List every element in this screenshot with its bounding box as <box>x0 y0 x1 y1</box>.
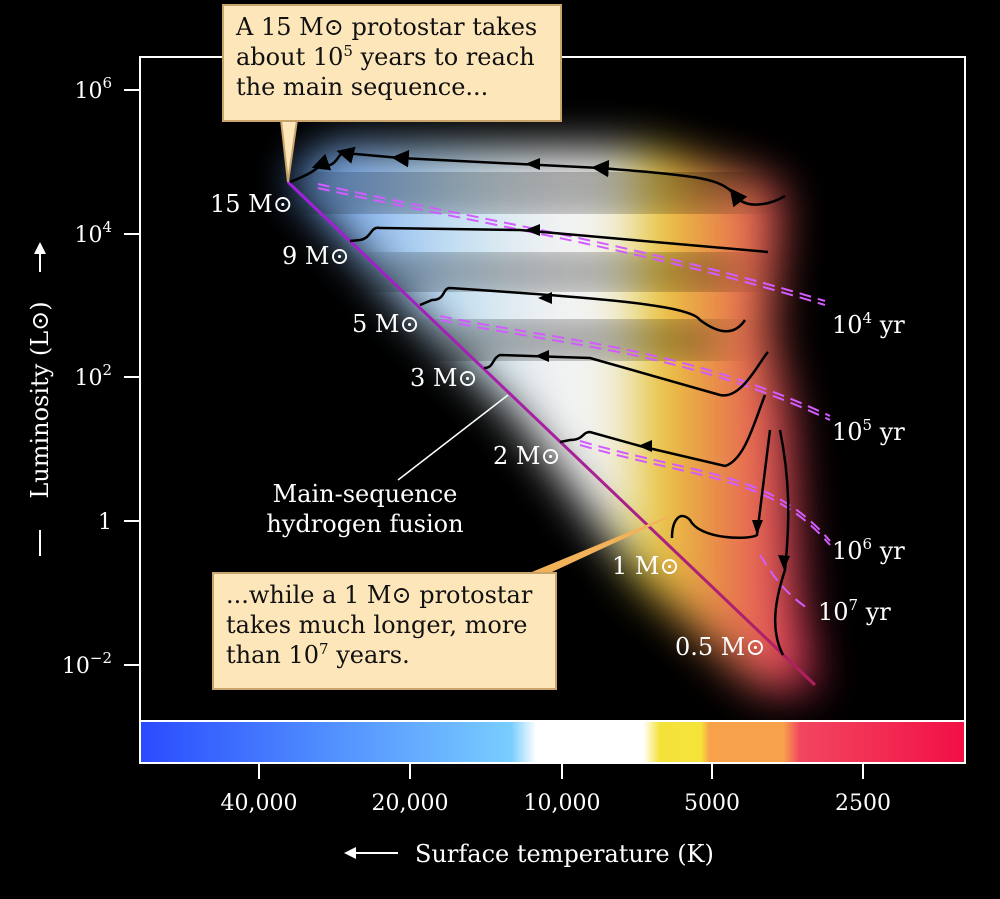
bottom-callout-line-1: ...while a 1 M⊙ protostar <box>226 581 533 609</box>
mass-label: 0.5 M⊙ <box>675 633 765 661</box>
isochrone-labels: 104 yr 105 yr 106 yr 107 yr <box>818 309 905 626</box>
y-tick-label: 104 <box>74 218 112 248</box>
x-axis <box>258 763 864 779</box>
y-axis-title-group: Luminosity (L⊙) <box>26 301 54 498</box>
isochrone-label: 104 yr <box>832 309 905 339</box>
isochrone-1e7 <box>759 554 811 611</box>
isochrone-1e6-b <box>579 440 831 542</box>
mass-label: 3 M⊙ <box>410 364 478 392</box>
mass-labels: 15 M⊙ 9 M⊙ 5 M⊙ 3 M⊙ 2 M⊙ 1 M⊙ 0.5 M⊙ <box>210 190 765 661</box>
y-tick-label: 10−2 <box>62 649 112 679</box>
mass-label: 2 M⊙ <box>493 442 561 470</box>
track-15 <box>289 146 786 208</box>
y-tick-label: 102 <box>74 361 112 391</box>
mass-label: 15 M⊙ <box>210 190 293 218</box>
track-5 <box>419 286 747 333</box>
isochrone-label: 106 yr <box>832 535 905 565</box>
track-arrows <box>525 158 790 570</box>
y-tick-label: 1 <box>98 510 112 535</box>
track-2 <box>559 394 767 468</box>
x-tick-label: 10,000 <box>524 791 601 816</box>
y-axis-title: Luminosity (L⊙) <box>26 301 54 498</box>
top-callout-line-1: A 15 M⊙ protostar takes <box>236 13 538 41</box>
top-callout-line-3: the main sequence... <box>236 73 489 101</box>
y-tick-label: 106 <box>74 74 112 104</box>
x-tick-label: 40,000 <box>221 791 298 816</box>
isochrone-1e5-b <box>439 315 831 417</box>
x-tick-labels: 40,000 20,000 10,000 5000 2500 <box>221 791 891 816</box>
y-tick-labels: 106 104 102 1 10−2 <box>62 74 112 679</box>
bottom-callout-line-3: than 107 years. <box>226 640 410 669</box>
main-sequence-line <box>286 180 817 687</box>
top-callout-line-2: about 105 years to reach <box>236 42 535 71</box>
y-axis <box>124 89 140 666</box>
isochrone-1e6 <box>579 444 831 546</box>
mass-label: 5 M⊙ <box>352 310 420 338</box>
isochrone-1e5 <box>439 319 831 421</box>
track-1 <box>670 429 772 540</box>
x-tick-label: 5000 <box>684 791 740 816</box>
mass-label: 9 M⊙ <box>282 242 350 270</box>
bottom-callout-line-2: takes much longer, more <box>226 611 528 639</box>
track-3 <box>483 351 769 397</box>
top-callout: A 15 M⊙ protostar takes about 105 years … <box>222 4 562 122</box>
evolutionary-tracks <box>289 146 790 656</box>
x-tick-label: 20,000 <box>372 791 449 816</box>
main-sequence-label-1: Main-sequence <box>273 480 458 508</box>
x-axis-title: Surface temperature (K) <box>415 840 714 868</box>
isochrone-label: 107 yr <box>818 596 891 626</box>
x-tick-label: 2500 <box>835 791 891 816</box>
mass-label: 1 M⊙ <box>612 552 680 580</box>
bottom-callout: ...while a 1 M⊙ protostar takes much lon… <box>212 572 557 690</box>
isochrone-label: 105 yr <box>832 416 905 446</box>
track-05 <box>773 429 790 656</box>
main-sequence-pointer <box>397 394 509 481</box>
track-9 <box>349 226 769 254</box>
temperature-color-bar <box>139 720 966 764</box>
main-sequence-label-2: hydrogen fusion <box>266 510 463 538</box>
